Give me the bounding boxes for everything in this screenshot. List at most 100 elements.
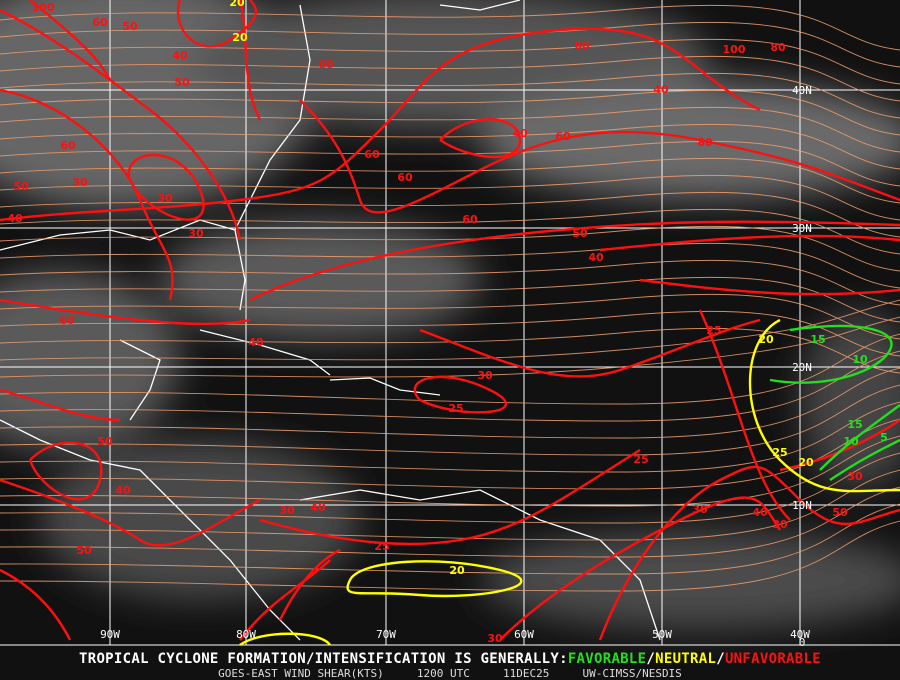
streamline [0, 89, 900, 136]
streamline [0, 384, 900, 456]
longitude-label: 60W [514, 628, 534, 641]
streamline [0, 21, 900, 68]
contour-label: 30 [72, 176, 88, 189]
contour-label: 60 [60, 139, 76, 152]
contour-label: 30 [487, 632, 503, 645]
shear-contour [698, 309, 791, 521]
coastlines [0, 0, 661, 641]
streamline [0, 435, 900, 507]
shear-contour [413, 375, 508, 414]
contour-label: 10 [843, 435, 859, 448]
shear-contour [748, 318, 900, 493]
contour-label: 20 [758, 333, 774, 346]
shear-contours [0, 0, 900, 646]
longitude-label: 70W [376, 628, 396, 641]
contour-label: 50 [832, 506, 848, 519]
contour-label: 60 [59, 314, 75, 327]
contour-label: 25 [772, 446, 787, 459]
streamline [0, 452, 900, 524]
shear-contour [0, 568, 72, 641]
contour-label: 60 [574, 39, 590, 52]
shear-contour [599, 234, 900, 252]
shear-contour [598, 465, 900, 641]
separator: / [646, 651, 656, 667]
contour-label: 40 [248, 336, 264, 349]
shear-contour [0, 27, 761, 222]
streamline [0, 174, 900, 221]
product-name: GOES-EAST WIND SHEAR(KTS) [218, 667, 384, 680]
streamline [0, 276, 900, 323]
shear-contour [249, 220, 900, 302]
streamline [0, 469, 900, 541]
contour-label: 40 [588, 251, 604, 264]
longitude-label: 80W [236, 628, 256, 641]
shear-contour [0, 8, 242, 241]
contour-label: 50 [122, 20, 138, 33]
shear-contour [0, 298, 251, 326]
contour-label: 30 [477, 369, 493, 382]
shear-contour [28, 441, 103, 501]
shear-contour [239, 559, 331, 641]
product-footer: GOES-EAST WIND SHEAR(KTS) 1200 UTC 11DEC… [0, 667, 900, 680]
contour-label: 15 [847, 418, 862, 431]
shear-contour [419, 318, 761, 378]
shear-contour [829, 438, 900, 481]
contour-label: 80 [697, 136, 713, 149]
legend-neutral: NEUTRAL [655, 651, 717, 667]
streamline [0, 520, 900, 592]
contour-label: 50 [572, 227, 588, 240]
longitude-label: 90W [100, 628, 120, 641]
contour-label: 15 [810, 333, 825, 346]
streamline [0, 106, 900, 153]
streamline [0, 242, 900, 289]
shear-contour [439, 118, 522, 159]
longitude-label: 50W [652, 628, 672, 641]
shear-contour [177, 0, 258, 48]
lat-lon-grid [0, 0, 900, 646]
shear-contour [639, 278, 900, 296]
streamline [0, 299, 900, 361]
valid-date: 11DEC25 [502, 667, 550, 680]
contour-label: 40 [310, 501, 326, 514]
shear-contour [127, 153, 205, 221]
streamline [0, 418, 900, 490]
contour-label: 60 [92, 16, 108, 29]
contour-label: 60 [462, 213, 478, 226]
contour-label: 25 [448, 402, 463, 415]
contour-label: 30 [279, 504, 295, 517]
streamline [0, 327, 900, 374]
shear-contour [499, 496, 781, 641]
contour-label: 25 [633, 453, 648, 466]
contour-label: 25 [706, 324, 721, 337]
streamline [0, 123, 900, 170]
streamline [0, 140, 900, 187]
streamline [0, 350, 900, 422]
legend-favorable: FAVORABLE [567, 651, 647, 667]
contour-label: 60 [364, 148, 380, 161]
shear-contour [238, 0, 262, 121]
contour-label: 10 [852, 353, 868, 366]
latitude-label: 10N [792, 499, 812, 512]
shear-contour [0, 88, 174, 301]
shear-contour [29, 0, 112, 81]
streamline [0, 72, 900, 119]
latitude-label: 20N [792, 361, 812, 374]
streamline [0, 293, 900, 340]
contour-label: 50 [13, 180, 29, 193]
contour-label: 60 [555, 130, 571, 143]
streamline [0, 225, 900, 272]
contour-label: 30 [772, 518, 788, 531]
contour-label: 80 [770, 41, 786, 54]
contour-label: 40 [7, 212, 23, 225]
streamline [0, 401, 900, 473]
contour-label: 30 [188, 227, 204, 240]
shear-contour [299, 99, 900, 214]
shear-contour [259, 448, 641, 546]
contour-label: 40 [172, 49, 188, 62]
streamline [0, 259, 900, 306]
contour-label: 20 [449, 564, 465, 577]
axis-labels: 90W 80W 70W 60W 50W 40W 40N 30N 20N 10N 0 [100, 84, 812, 649]
shear-contour [779, 419, 900, 472]
streamline [0, 333, 900, 405]
